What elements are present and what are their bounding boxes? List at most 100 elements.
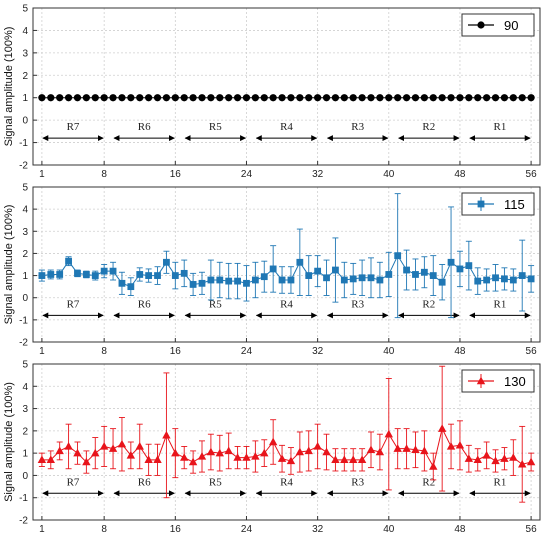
data-point <box>56 271 64 278</box>
data-point <box>314 94 322 102</box>
data-point <box>215 448 224 457</box>
data-point <box>38 94 46 102</box>
x-tick-label: 1 <box>39 346 45 357</box>
x-tick-label: 32 <box>312 169 324 180</box>
y-tick-label: 0 <box>22 293 28 304</box>
region-label: R1 <box>494 476 507 488</box>
data-point <box>277 454 287 462</box>
chart-panel-3: -2 -1 0 1 2 3 4 5 1 8 16 24 32 40 48 56 Signal amplitude… <box>3 360 541 533</box>
data-point <box>100 267 108 275</box>
x-tick-label: 8 <box>101 169 107 180</box>
data-point <box>99 442 109 450</box>
x-tick-label: 16 <box>170 346 182 357</box>
region-label: R6 <box>138 298 151 310</box>
data-point <box>91 272 99 279</box>
data-point <box>500 454 509 462</box>
region-label: R5 <box>209 298 222 310</box>
data-point <box>509 453 518 461</box>
data-point <box>189 94 197 102</box>
y-tick-label: 1 <box>22 449 28 460</box>
data-point <box>305 272 313 279</box>
data-point <box>47 94 55 102</box>
data-point <box>126 450 136 459</box>
x-tick-label: 32 <box>312 524 324 533</box>
data-point <box>189 281 197 288</box>
region-label: R3 <box>351 298 364 310</box>
data-point <box>145 272 153 279</box>
x-tick-label: 48 <box>454 524 466 533</box>
data-point <box>295 447 305 456</box>
y-tick-label: 0 <box>22 116 28 127</box>
data-point <box>118 279 126 287</box>
x-tick-label: 1 <box>39 524 45 533</box>
data-point <box>412 271 419 278</box>
y-axis-label: Signal amplitude (100%) <box>3 205 15 325</box>
y-axis-label: Signal amplitude (100%) <box>3 382 15 502</box>
data-point <box>73 94 82 102</box>
axes-frame <box>32 363 541 521</box>
data-point <box>37 455 47 464</box>
data-point <box>491 456 500 465</box>
legend-box <box>461 369 535 393</box>
data-point <box>188 457 198 466</box>
y-tick-label: -2 <box>19 338 28 349</box>
x-tick-label: 40 <box>383 524 395 533</box>
y-tick-label: 2 <box>22 249 28 260</box>
data-point <box>224 446 233 455</box>
data-point <box>518 272 526 279</box>
x-tick-label: 32 <box>312 346 324 357</box>
data-point <box>153 94 162 102</box>
data-point <box>136 271 144 278</box>
data-point <box>420 446 429 455</box>
y-tick-label: 4 <box>22 26 28 37</box>
data-point <box>127 283 135 291</box>
data-point <box>366 445 376 453</box>
data-point <box>154 272 161 279</box>
legend-label: 130 <box>504 374 526 389</box>
data-point <box>437 424 447 432</box>
y-tick-label: -2 <box>19 516 28 527</box>
data-point <box>171 94 179 102</box>
data-point <box>429 94 437 102</box>
data-point <box>82 457 91 466</box>
region-label: R7 <box>67 476 80 488</box>
data-point <box>411 445 420 453</box>
data-point <box>47 271 55 278</box>
data-point <box>243 279 250 287</box>
data-point <box>340 455 349 464</box>
data-point <box>446 442 456 450</box>
data-point <box>56 94 64 102</box>
region-label: R3 <box>351 476 364 488</box>
data-point <box>429 272 437 279</box>
data-point <box>136 94 144 102</box>
data-point <box>251 452 260 460</box>
data-point <box>233 94 242 102</box>
data-point <box>323 274 330 282</box>
x-tick-label: 1 <box>39 169 45 180</box>
data-point <box>82 271 90 278</box>
data-point <box>82 94 90 102</box>
data-point <box>296 258 304 266</box>
region-label: R2 <box>422 121 435 133</box>
data-point <box>46 455 55 464</box>
data-point <box>109 267 117 275</box>
x-tick-label: 56 <box>526 346 538 357</box>
data-point <box>260 94 268 102</box>
data-point <box>234 277 241 285</box>
x-tick-label: 40 <box>383 169 395 180</box>
legend-marker <box>477 200 485 208</box>
region-label: R3 <box>351 121 364 133</box>
data-point <box>171 448 180 457</box>
y-tick-label: 5 <box>22 360 28 371</box>
data-point <box>162 430 171 439</box>
data-point <box>268 437 278 446</box>
data-point <box>500 94 509 102</box>
data-point <box>242 453 251 461</box>
data-point <box>375 447 385 456</box>
data-point <box>216 94 224 102</box>
data-point <box>384 429 393 438</box>
region-label: R7 <box>67 298 80 310</box>
data-point <box>527 94 535 102</box>
y-tick-label: 3 <box>22 227 28 238</box>
